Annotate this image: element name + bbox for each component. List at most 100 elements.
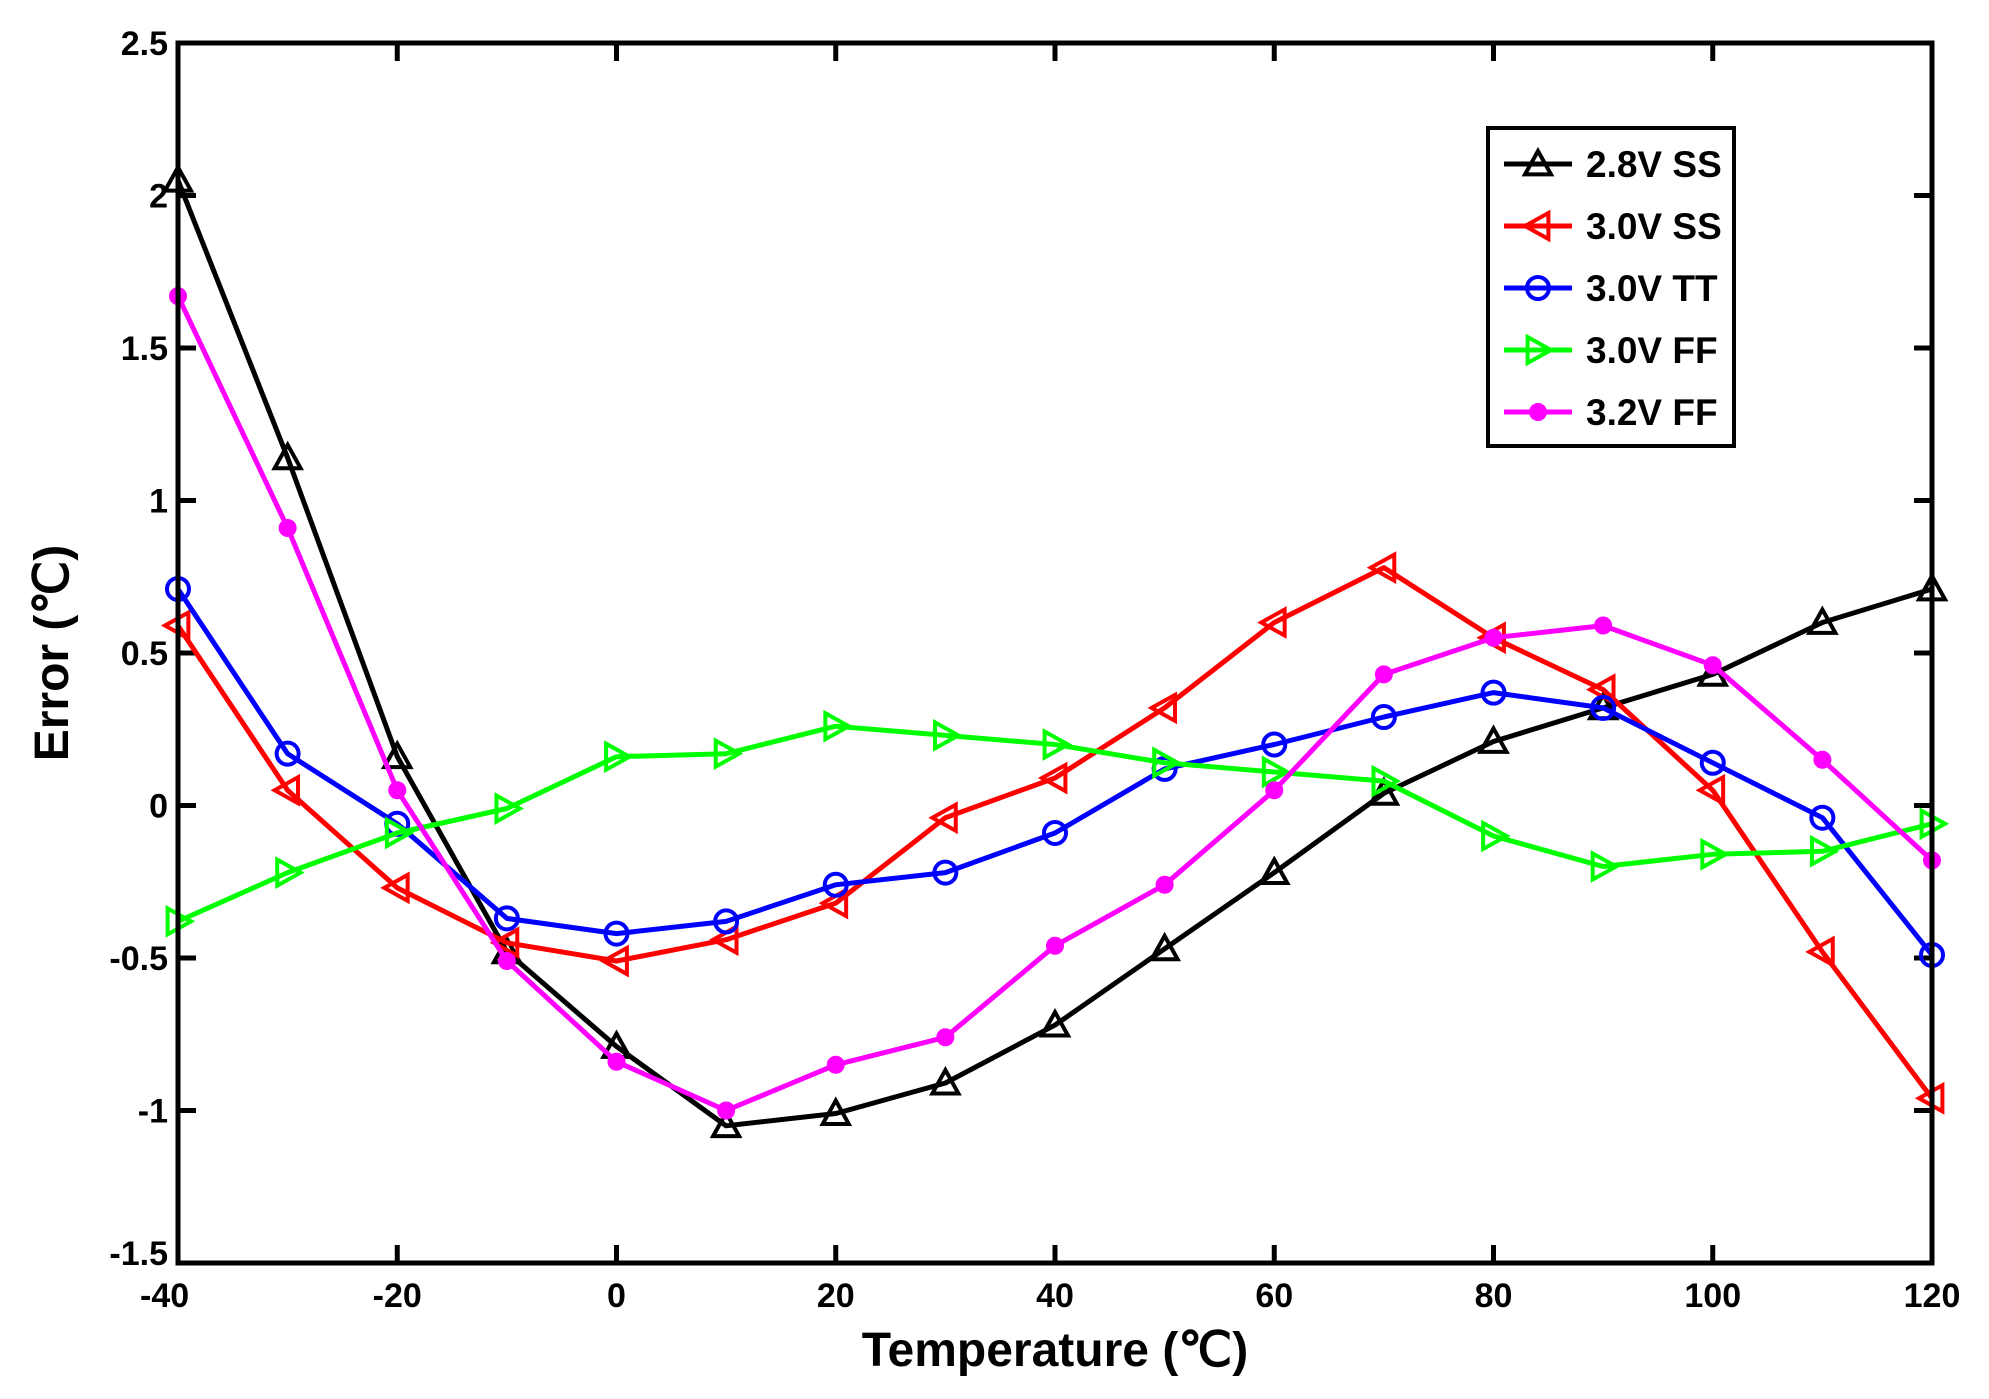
y-tick-label: 1.5: [121, 330, 168, 368]
data-point: [494, 792, 524, 825]
legend-marker: [1525, 333, 1556, 367]
data-point: [823, 709, 853, 743]
data-point: [819, 1096, 853, 1126]
y-tick-label: 0: [149, 788, 168, 826]
data-point: [489, 926, 520, 960]
data-point: [709, 1108, 743, 1139]
data-point: [1699, 749, 1726, 776]
data-point: [1037, 761, 1068, 795]
data-point: [1046, 936, 1064, 955]
y-tick-label: -0.5: [109, 940, 168, 978]
data-point: [1366, 551, 1397, 584]
data-point: [1261, 731, 1288, 758]
legend-label: 3.2V FF: [1586, 392, 1718, 433]
data-point: [1042, 819, 1068, 846]
x-tick-label: 60: [1255, 1277, 1293, 1315]
y-tick-label: -1: [138, 1093, 168, 1131]
data-point: [1703, 656, 1722, 675]
y-tick-label: 1: [149, 483, 168, 521]
data-point: [497, 952, 516, 971]
data-point: [1813, 750, 1832, 769]
legend-item: 3.2V FF: [1504, 392, 1718, 433]
data-point: [1038, 1007, 1072, 1038]
y-tick-label: 2: [149, 178, 168, 216]
data-point: [275, 856, 305, 889]
y-axis-title: Error (℃): [26, 545, 79, 762]
data-point: [1590, 694, 1617, 721]
data-point: [1257, 855, 1291, 885]
legend-label: 3.0V TT: [1586, 268, 1718, 309]
legend-item: 3.0V TT: [1504, 268, 1718, 309]
data-point: [1809, 804, 1836, 831]
series-line: [175, 587, 1934, 957]
data-point: [1477, 724, 1510, 754]
legend-marker: [1520, 209, 1551, 243]
data-point: [928, 1065, 962, 1096]
series-line: [175, 565, 1935, 1100]
x-tick-label: 40: [1036, 1277, 1074, 1315]
x-tick-label: 20: [817, 1277, 855, 1315]
data-point: [1374, 665, 1393, 684]
y-tick-label: 0.5: [121, 635, 168, 673]
data-point: [271, 440, 305, 471]
data-point: [384, 816, 415, 850]
data-point: [1148, 931, 1182, 962]
data-point: [713, 908, 740, 935]
data-point: [1480, 679, 1507, 706]
data-point: [717, 1101, 736, 1120]
x-tick-label: 80: [1475, 1277, 1513, 1315]
x-tick-label: 0: [607, 1277, 626, 1315]
data-point: [1594, 616, 1613, 635]
data-point: [1261, 755, 1292, 789]
data-point: [388, 781, 407, 800]
data-point: [1265, 781, 1284, 800]
data-point: [1484, 628, 1503, 647]
data-point: [1147, 691, 1178, 725]
x-tick-label: -20: [373, 1277, 422, 1315]
data-point: [936, 1028, 955, 1047]
legend-label: 2.8V SS: [1586, 144, 1722, 185]
data-point: [1809, 834, 1840, 868]
data-point: [278, 518, 297, 537]
tick-labels: -40 -20 0 20 40 60 80 100 120 -1.5 -1 -0.5 0 0.5 1 1.5 2…: [109, 25, 1960, 1315]
x-tick-label: 100: [1684, 1277, 1741, 1315]
data-point: [1481, 819, 1511, 853]
data-point: [1371, 764, 1401, 798]
legend-label: 3.0V SS: [1586, 206, 1722, 247]
y-tick-label: 2.5: [121, 25, 168, 63]
data-point: [604, 740, 634, 774]
data-point: [1700, 837, 1730, 871]
plot-frame: [175, 40, 1935, 1266]
data-point: [822, 871, 849, 898]
series-line: [176, 723, 1933, 924]
data-point: [493, 905, 520, 932]
data-point: [1370, 704, 1397, 731]
legend-label: 3.0V FF: [1586, 330, 1718, 371]
data-point: [713, 737, 744, 771]
series-3-2v-ff: [169, 287, 1941, 1120]
data-point: [1805, 605, 1839, 635]
data-point: [274, 740, 301, 767]
data-point: [270, 773, 301, 807]
data-point: [1155, 875, 1174, 894]
legend-item: 3.0V FF: [1504, 330, 1718, 371]
data-point: [928, 801, 958, 835]
data-point: [1590, 850, 1621, 883]
data-point: [603, 920, 630, 947]
data-point: [607, 1052, 626, 1071]
data-point: [380, 871, 410, 905]
data-point: [1695, 773, 1726, 807]
data-point: [380, 739, 414, 770]
y-tick-label: -1.5: [109, 1235, 168, 1273]
x-tick-label: 120: [1904, 1277, 1961, 1315]
data-point: [1257, 606, 1287, 639]
x-tick-label: -40: [140, 1277, 189, 1315]
legend: 2.8V SS 3.0V SS 3.0V TT 3.0V FF 3.2V FF: [1486, 126, 1736, 448]
legend-marker: [1529, 403, 1547, 421]
data-point: [1152, 746, 1182, 780]
data-point: [599, 944, 629, 978]
data-series: [160, 163, 1950, 1139]
x-axis-title: Temperature (℃): [862, 1324, 1248, 1377]
data-point: [932, 859, 959, 886]
